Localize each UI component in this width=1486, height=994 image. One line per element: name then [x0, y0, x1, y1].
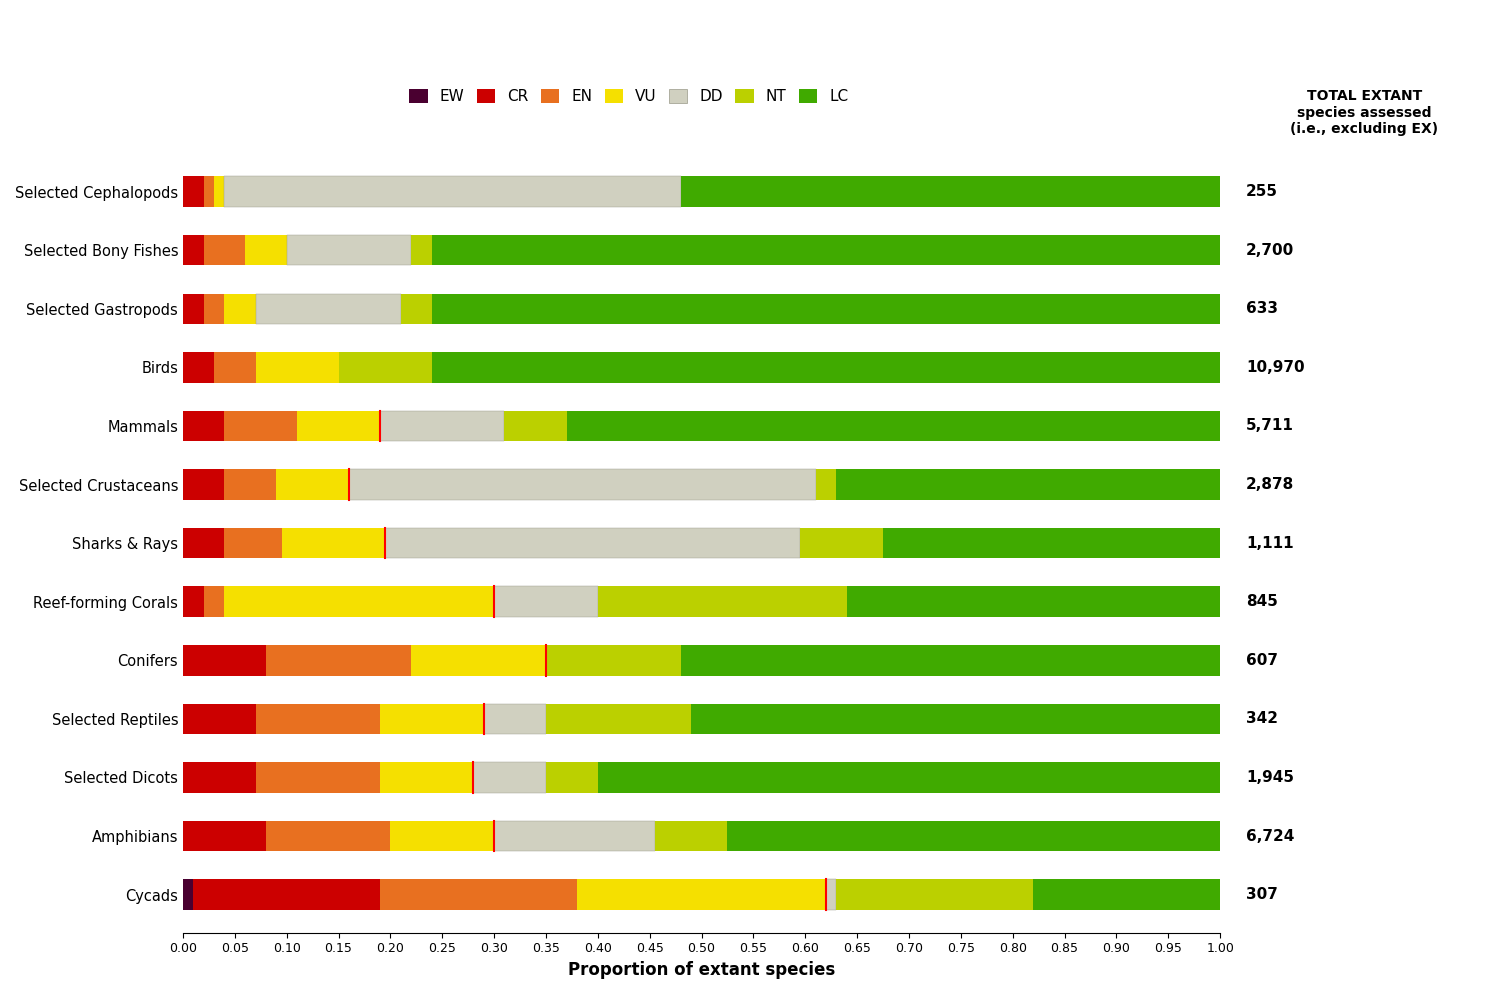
- Bar: [380, 704, 484, 735]
- Text: 2,700: 2,700: [1247, 243, 1294, 257]
- Bar: [183, 821, 266, 851]
- Bar: [224, 528, 281, 559]
- Bar: [385, 528, 799, 559]
- Bar: [681, 176, 1220, 207]
- Bar: [577, 880, 826, 910]
- Bar: [224, 176, 681, 207]
- Bar: [183, 235, 204, 265]
- Bar: [183, 293, 204, 324]
- Bar: [183, 880, 193, 910]
- Bar: [183, 704, 256, 735]
- Bar: [183, 469, 224, 500]
- Bar: [837, 880, 1033, 910]
- X-axis label: Proportion of extant species: Proportion of extant species: [568, 961, 835, 979]
- Bar: [826, 880, 837, 910]
- Bar: [245, 235, 287, 265]
- Bar: [287, 235, 412, 265]
- Bar: [495, 821, 655, 851]
- Bar: [432, 235, 1220, 265]
- Bar: [597, 586, 847, 617]
- Bar: [401, 293, 432, 324]
- Bar: [224, 469, 276, 500]
- Bar: [224, 293, 256, 324]
- Bar: [391, 821, 495, 851]
- Bar: [214, 176, 224, 207]
- Bar: [505, 411, 566, 441]
- Bar: [256, 704, 380, 735]
- Bar: [297, 411, 380, 441]
- Bar: [728, 821, 1220, 851]
- Bar: [214, 352, 256, 383]
- Text: 307: 307: [1247, 887, 1278, 903]
- Bar: [256, 293, 401, 324]
- Bar: [597, 762, 1220, 792]
- Bar: [545, 704, 691, 735]
- Text: 1,945: 1,945: [1247, 770, 1294, 785]
- Bar: [204, 235, 245, 265]
- Text: 342: 342: [1247, 712, 1278, 727]
- Bar: [183, 762, 256, 792]
- Bar: [681, 645, 1220, 676]
- Text: TOTAL EXTANT
species assessed
(i.e., excluding EX): TOTAL EXTANT species assessed (i.e., exc…: [1290, 89, 1438, 136]
- Bar: [837, 469, 1220, 500]
- Bar: [380, 411, 505, 441]
- Bar: [281, 528, 385, 559]
- Bar: [1033, 880, 1220, 910]
- Text: 633: 633: [1247, 301, 1278, 316]
- Bar: [883, 528, 1220, 559]
- Text: 6,724: 6,724: [1247, 829, 1294, 844]
- Bar: [183, 411, 224, 441]
- Bar: [799, 528, 883, 559]
- Text: 1,111: 1,111: [1247, 536, 1294, 551]
- Bar: [204, 293, 224, 324]
- Bar: [183, 645, 266, 676]
- Bar: [847, 586, 1220, 617]
- Bar: [412, 645, 545, 676]
- Bar: [816, 469, 837, 500]
- Bar: [224, 586, 495, 617]
- Text: 607: 607: [1247, 653, 1278, 668]
- Bar: [432, 293, 1220, 324]
- Text: 5,711: 5,711: [1247, 418, 1294, 433]
- Bar: [432, 352, 1220, 383]
- Bar: [183, 586, 204, 617]
- Bar: [474, 762, 545, 792]
- Bar: [545, 645, 681, 676]
- Bar: [339, 352, 432, 383]
- Bar: [495, 586, 597, 617]
- Bar: [380, 762, 474, 792]
- Legend: EW, CR, EN, VU, DD, NT, LC: EW, CR, EN, VU, DD, NT, LC: [403, 83, 854, 110]
- Bar: [224, 411, 297, 441]
- Text: 255: 255: [1247, 184, 1278, 199]
- Bar: [484, 704, 545, 735]
- Bar: [204, 176, 214, 207]
- Bar: [256, 352, 339, 383]
- Bar: [183, 176, 204, 207]
- Bar: [566, 411, 1220, 441]
- Bar: [691, 704, 1220, 735]
- Bar: [276, 469, 349, 500]
- Text: 2,878: 2,878: [1247, 477, 1294, 492]
- Bar: [655, 821, 728, 851]
- Bar: [349, 469, 816, 500]
- Bar: [380, 880, 577, 910]
- Bar: [412, 235, 432, 265]
- Bar: [193, 880, 380, 910]
- Bar: [183, 528, 224, 559]
- Bar: [256, 762, 380, 792]
- Bar: [266, 821, 391, 851]
- Text: 845: 845: [1247, 594, 1278, 609]
- Bar: [204, 586, 224, 617]
- Bar: [266, 645, 412, 676]
- Text: 10,970: 10,970: [1247, 360, 1305, 375]
- Bar: [545, 762, 597, 792]
- Bar: [183, 352, 214, 383]
